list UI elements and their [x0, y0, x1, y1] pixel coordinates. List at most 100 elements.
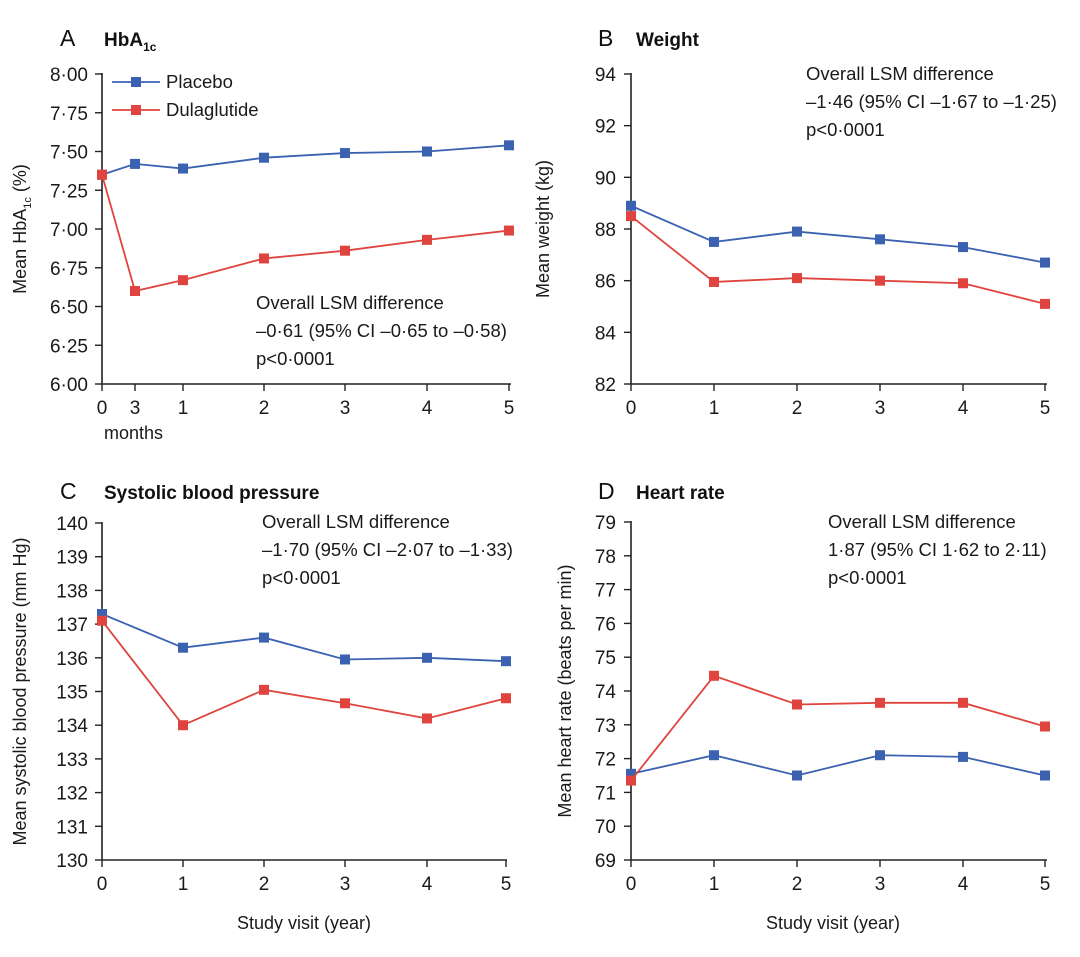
y-tick-label: 133 [56, 750, 88, 771]
x-tick-label: 5 [501, 874, 512, 895]
data-point [178, 720, 188, 731]
data-point [259, 632, 269, 643]
y-tick-label: 75 [595, 648, 616, 669]
series-dulaglutide [97, 169, 514, 296]
x-tick-label: 3 [875, 874, 886, 895]
y-tick-label: 88 [595, 220, 616, 241]
x-tick-label: 4 [958, 398, 969, 419]
x-tick-label: 4 [422, 398, 433, 419]
y-tick-label: 79 [595, 513, 616, 534]
x-tick-label: 3 [340, 874, 351, 895]
data-point [626, 775, 636, 786]
series-dulaglutide [97, 615, 511, 731]
data-point [259, 253, 269, 264]
legend-label: Dulaglutide [166, 99, 259, 120]
y-tick-label: 70 [595, 817, 616, 838]
data-point [875, 697, 885, 708]
x-tick-label: 5 [504, 398, 515, 419]
y-tick-label: 6·75 [50, 259, 88, 280]
panel-title: Heart rate [636, 483, 725, 504]
panel-b: B Weight 82 84 86 88 90 92 94 0 1 2 3 4 5 Mean weight (… [533, 25, 1057, 419]
x-tick-label: 3 [875, 398, 886, 419]
data-point [340, 148, 350, 159]
y-tick-label: 132 [56, 784, 88, 805]
data-point [422, 234, 432, 245]
y-axis-label-suffix: (%) [10, 164, 30, 197]
data-point [792, 699, 802, 710]
data-point [1040, 770, 1050, 781]
data-point [97, 169, 107, 180]
data-point [130, 158, 140, 169]
y-tick-label: 6·25 [50, 336, 88, 357]
data-point [130, 286, 140, 296]
data-point [875, 275, 885, 286]
panel-c: C Systolic blood pressure1301311321331341… [10, 478, 513, 933]
annotation-line: p<0·0001 [256, 348, 335, 369]
y-axis-label: Mean weight (kg) [533, 160, 553, 298]
x-tick-label: 1 [709, 398, 720, 419]
data-point [504, 140, 514, 151]
series-line [101, 174, 510, 293]
y-axis-label: Mean systolic blood pressure (mm Hg) [10, 537, 30, 845]
legend-swatch-marker [131, 105, 141, 115]
legend-label: Placebo [166, 71, 233, 92]
panel-title: HbA1c [104, 30, 157, 54]
annotation-line: Overall LSM difference [828, 511, 1016, 532]
y-tick-label: 134 [56, 716, 88, 737]
annotation-line: –0·61 (95% CI –0·65 to –0·58) [256, 320, 507, 341]
data-point [958, 278, 968, 289]
y-tick-label: 7·25 [50, 181, 88, 202]
x-tick-label: 0 [626, 874, 637, 895]
legend-swatch-marker [131, 77, 141, 87]
panel-d: D Heart rate 69 70 71 72 73 74 75 76 77 78 79 0 1 2 3 4 5 M… [555, 478, 1050, 933]
y-tick-label: 6·50 [50, 298, 88, 319]
y-tick-label: 90 [595, 168, 616, 189]
series-line [630, 674, 1046, 782]
y-tick-label: 82 [595, 375, 616, 396]
y-tick-label: 72 [595, 750, 616, 771]
x-tick-label: 0 [97, 398, 108, 419]
annotation-line: p<0·0001 [262, 567, 341, 588]
x-tick-label: 2 [792, 398, 803, 419]
panel-title: Weight [636, 30, 700, 51]
x-tick-label: 3 [340, 398, 351, 419]
x-axis-note: months [104, 423, 163, 443]
data-point [1040, 298, 1050, 309]
y-tick-label: 140 [56, 514, 88, 535]
y-tick-label: 84 [595, 323, 617, 344]
data-point [501, 693, 511, 704]
data-point [422, 713, 432, 724]
data-point [1040, 257, 1050, 268]
y-tick-label: 7·50 [50, 143, 88, 164]
x-axis-label: Study visit (year) [237, 913, 371, 933]
series-line [630, 204, 1046, 264]
y-tick-label: 76 [595, 614, 616, 635]
data-point [709, 750, 719, 761]
data-point [340, 654, 350, 665]
y-tick-label: 74 [595, 682, 617, 703]
y-tick-label: 73 [595, 716, 616, 737]
panel-title-text: HbA [104, 30, 143, 51]
series-line [101, 620, 507, 727]
series-placebo [626, 750, 1050, 781]
data-point [958, 242, 968, 253]
annotation-line: –1·70 (95% CI –2·07 to –1·33) [262, 539, 513, 560]
data-point [626, 768, 636, 779]
data-point [875, 750, 885, 761]
data-point [340, 245, 350, 256]
x-tick-label: 1 [709, 874, 720, 895]
panel-title-text: Systolic blood pressure [104, 483, 319, 504]
panel-title-subscript: 1c [143, 40, 157, 54]
series-line [101, 613, 507, 663]
y-tick-label: 71 [595, 783, 616, 804]
x-axis-label: Study visit (year) [766, 913, 900, 933]
data-point [709, 276, 719, 287]
annotation-line: p<0·0001 [806, 119, 885, 140]
data-point [792, 226, 802, 237]
x-tick-label: 2 [792, 874, 803, 895]
x-tick-label: 0 [626, 398, 637, 419]
y-tick-label: 78 [595, 547, 616, 568]
y-tick-label: 69 [595, 851, 616, 872]
y-tick-label: 130 [56, 851, 88, 872]
